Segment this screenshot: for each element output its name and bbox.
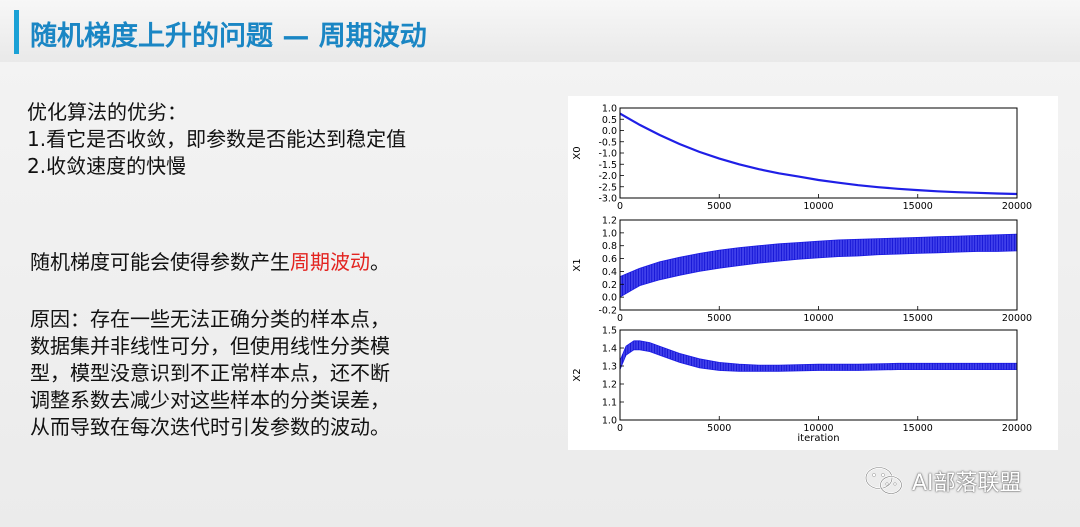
highlight-periodic-oscillation: 周期波动 [290, 250, 370, 274]
x-tick-label: 20000 [1002, 313, 1032, 324]
x-tick-label: 15000 [903, 201, 933, 212]
y-axis-label: X0 [572, 146, 583, 159]
x-tick-label: 20000 [1002, 423, 1032, 434]
y-tick-label: -2.5 [598, 182, 617, 193]
watermark-text: AI部落联盟 [912, 471, 1022, 496]
y-tick-label: 1.2 [602, 216, 617, 227]
x-tick-label: 10000 [803, 201, 833, 212]
y-tick-label: 1.0 [602, 416, 617, 427]
x-tick-label: 15000 [903, 313, 933, 324]
watermark: AI部落联盟 [864, 463, 1022, 499]
title-bar: 随机梯度上升的问题 — 周期波动 [0, 0, 1080, 62]
x-tick-label: 15000 [903, 423, 933, 434]
series-line-x0 [619, 112, 1018, 196]
x-tick-label: 0 [617, 201, 623, 212]
x-tick-label: 10000 [803, 423, 833, 434]
wechat-icon [865, 466, 903, 495]
pros-cons-block: 优化算法的优劣： 1.看它是否收敛，即参数是否能达到稳定值 2.收敛速度的快慢 [27, 99, 406, 180]
y-tick-label: 0.8 [602, 241, 617, 252]
reason-line: 型，模型没意识到不正常样本点，还不断 [30, 361, 390, 385]
x-tick-label: 5000 [707, 423, 731, 434]
reason-line: 调整系数去减少对这些样本的分类误差， [30, 388, 390, 412]
y-tick-label: 0.4 [602, 267, 617, 278]
y-tick-label: -1.5 [598, 160, 617, 171]
y-tick-label: 1.2 [602, 380, 617, 391]
y-tick-label: 1.0 [602, 104, 617, 115]
y-tick-label: 1.0 [602, 228, 617, 239]
chart-panel: 1.0 0.5 0.0 -0.5 -1.0 -1.5 -2.0 -2.5 -3.0 0 5000 10… [568, 96, 1058, 450]
y-tick-label: -0.2 [598, 306, 617, 317]
reason-line: 原因：存在一些无法正确分类的样本点， [30, 307, 390, 331]
y-tick-label: 1.4 [602, 344, 617, 355]
reason-line: 从而导致在每次迭代时引发参数的波动。 [30, 415, 390, 439]
slide-title: 随机梯度上升的问题 — 周期波动 [30, 21, 427, 52]
statement-prefix: 随机梯度可能会使得参数产生 [30, 250, 290, 274]
y-tick-label: -0.5 [598, 137, 617, 148]
reason-line: 数据集并非线性可分，但使用线性分类模 [30, 334, 390, 358]
y-tick-label: 0.0 [602, 126, 617, 137]
x-tick-label: 10000 [803, 313, 833, 324]
pros-item-1: 1.看它是否收敛，即参数是否能达到稳定值 [27, 127, 407, 151]
y-axis-label: X2 [572, 368, 583, 381]
pros-item-2: 2.收敛速度的快慢 [27, 154, 187, 178]
x-tick-label: 20000 [1002, 201, 1032, 212]
x-tick-label: 0 [617, 423, 623, 434]
y-tick-label: 0.6 [602, 254, 617, 265]
x-tick-label: 5000 [707, 201, 731, 212]
y-tick-label: 1.1 [602, 398, 617, 409]
title-accent-bar [14, 10, 19, 54]
y-axis-label: X1 [572, 258, 583, 271]
x-tick-label: 0 [617, 313, 623, 324]
pros-title: 优化算法的优劣： [27, 100, 187, 124]
y-tick-label: -1.0 [598, 149, 617, 160]
reason-block: 原因：存在一些无法正确分类的样本点， 数据集并非线性可分，但使用线性分类模 型，… [30, 306, 390, 441]
y-tick-label: 0.5 [602, 115, 617, 126]
plot-frame-x0 [619, 107, 1018, 199]
oscillation-statement: 随机梯度可能会使得参数产生周期波动。 [30, 249, 390, 276]
plot-frame-x2 [619, 329, 1018, 421]
statement-suffix: 。 [370, 250, 390, 274]
parameter-charts: 1.00.50.0-0.5-1.0-1.5-2.0-2.5-3.00 5000 10… [572, 104, 1032, 445]
y-tick-label: -3.0 [598, 194, 617, 205]
x-tick-label: 5000 [707, 313, 731, 324]
y-tick-label: -2.0 [598, 171, 617, 182]
x-axis-label: iteration [797, 433, 839, 444]
y-tick-label: 0.2 [602, 280, 617, 291]
y-tick-label: 1.3 [602, 362, 617, 373]
y-tick-label: 1.5 [602, 326, 617, 337]
y-tick-label: 0.0 [602, 293, 617, 304]
